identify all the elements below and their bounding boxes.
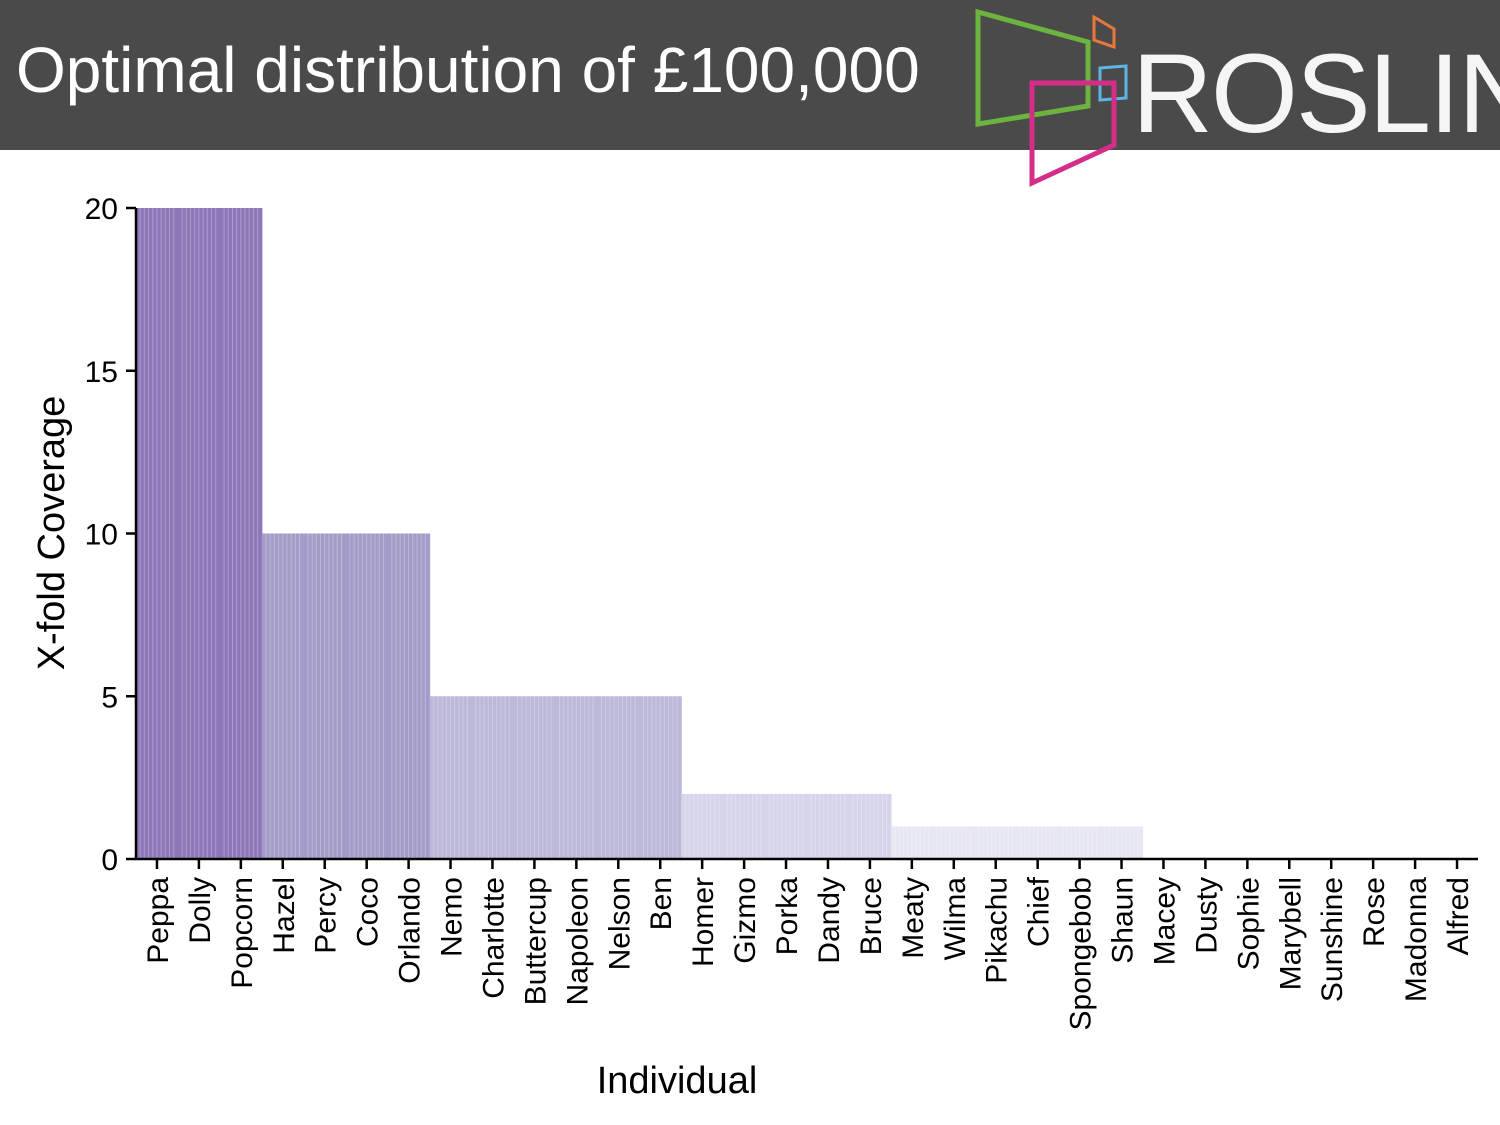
bar-orlando <box>387 533 431 859</box>
bar-stripes-dandy <box>810 793 846 859</box>
bar-percy <box>303 533 347 859</box>
bar-gizmo <box>723 793 766 859</box>
x-tick-label: Charlotte <box>477 877 510 999</box>
bar-wilma <box>932 826 976 859</box>
bar-meaty <box>890 826 934 859</box>
x-tick-label: Marybell <box>1274 877 1307 990</box>
y-tick-label: 0 <box>101 844 118 877</box>
bar-stripes-bruce <box>852 793 888 859</box>
header-bar: Optimal distribution of £100,000 <box>0 0 1500 150</box>
bar-spongebob <box>1058 826 1102 859</box>
x-tick-label: Sunshine <box>1316 877 1349 1002</box>
bar-stripes-coco <box>349 533 384 859</box>
x-tick-label: Homer <box>687 877 720 967</box>
x-tick-label: Percy <box>310 877 343 954</box>
x-tick-label: Nelson <box>603 877 636 970</box>
bar-stripes-porka <box>768 793 804 859</box>
x-tick-label: Shaun <box>1107 877 1140 964</box>
x-tick-label: Bruce <box>855 877 888 955</box>
x-tick-label: Peppa <box>142 877 175 964</box>
bar-hazel <box>261 533 305 859</box>
bar-stripes-peppa <box>139 208 175 859</box>
bar-stripes-ben <box>642 696 678 859</box>
x-tick-label: Napoleon <box>561 877 594 1005</box>
labels-group: Individual X-fold Coverage <box>31 396 757 1102</box>
x-tick-label: Buttercup <box>519 877 552 1005</box>
y-tick-label: 10 <box>85 519 118 552</box>
x-tick-label: Spongebob <box>1065 877 1098 1031</box>
x-tick-label: Chief <box>1023 876 1056 947</box>
bar-bruce <box>848 793 892 859</box>
x-tick-label: Hazel <box>268 877 301 954</box>
bar-stripes-nemo <box>433 696 468 859</box>
bar-shaun <box>1100 826 1144 859</box>
bar-stripes-gizmo <box>726 793 762 859</box>
bar-stripes-charlotte <box>475 696 510 859</box>
y-tick-label: 5 <box>101 681 118 714</box>
bar-homer <box>681 793 724 859</box>
ticks-group: 0 5 10 15 20 Peppa Dolly Popcorn Hazel Percy Coco O… <box>85 193 1475 1031</box>
bar-stripes-nelson <box>601 696 636 859</box>
x-tick-label: Porka <box>771 877 804 956</box>
bar-stripes-spongebob <box>1062 826 1097 859</box>
x-tick-label: Ben <box>645 877 678 930</box>
bar-buttercup <box>513 696 556 859</box>
x-tick-label: Wilma <box>939 877 972 961</box>
bar-nelson <box>597 696 640 859</box>
x-tick-label: Gizmo <box>729 877 762 964</box>
bar-pikachu <box>974 826 1018 859</box>
bar-stripes-napoleon <box>559 696 594 859</box>
bar-stripes-percy <box>307 533 342 859</box>
x-tick-label: Popcorn <box>226 877 259 989</box>
bar-stripes-hazel <box>265 533 301 859</box>
bar-dolly <box>177 208 221 859</box>
x-tick-label: Rose <box>1358 877 1391 947</box>
x-tick-label: Dandy <box>813 877 846 964</box>
bar-stripes-shaun <box>1104 826 1139 859</box>
bar-stripes-dolly <box>181 208 217 859</box>
x-tick-label: Macey <box>1148 877 1181 965</box>
bar-ben <box>639 696 682 859</box>
x-tick-label: Sophie <box>1232 877 1265 970</box>
page-title: Optimal distribution of £100,000 <box>16 34 920 106</box>
bar-stripes-popcorn <box>223 208 259 859</box>
x-tick-label: Dolly <box>184 877 217 944</box>
bar-peppa <box>136 208 179 859</box>
x-tick-label: Dusty <box>1190 877 1223 954</box>
y-tick-label: 20 <box>85 193 118 226</box>
x-tick-label: Madonna <box>1400 877 1433 1002</box>
x-tick-label: Coco <box>352 877 385 947</box>
bar-dandy <box>807 793 850 859</box>
bar-coco <box>345 533 389 859</box>
x-tick-label: Nemo <box>436 877 469 957</box>
bar-porka <box>765 793 808 859</box>
bar-stripes-homer <box>684 793 720 859</box>
bar-charlotte <box>471 696 515 859</box>
bar-stripes-chief <box>1020 826 1055 859</box>
y-axis-title: X-fold Coverage <box>31 396 73 671</box>
bar-stripes-orlando <box>391 533 426 859</box>
bar-popcorn <box>219 208 263 859</box>
bar-stripes-pikachu <box>978 826 1013 859</box>
bar-nemo <box>429 696 473 859</box>
bars-group <box>136 208 1144 859</box>
y-tick-label: 15 <box>85 356 118 389</box>
bar-stripes-meaty <box>894 826 930 859</box>
x-tick-label: Pikachu <box>981 877 1014 984</box>
bar-stripes-buttercup <box>517 696 552 859</box>
x-tick-label: Orlando <box>394 877 427 984</box>
logo-text: ROSLIN <box>1132 31 1500 156</box>
x-tick-label: Meaty <box>897 877 930 959</box>
x-axis-title: Individual <box>597 1060 758 1102</box>
bar-chief <box>1016 826 1060 859</box>
bar-stripes-wilma <box>936 826 972 859</box>
bar-napoleon <box>555 696 598 859</box>
x-tick-label: Alfred <box>1442 877 1475 955</box>
